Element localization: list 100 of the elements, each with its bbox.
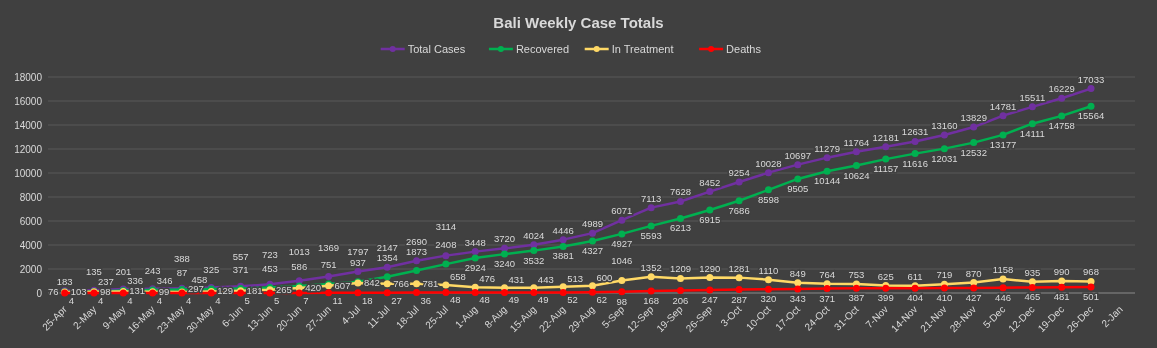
data-label: 1281	[728, 262, 750, 274]
data-label: 2408	[435, 239, 457, 251]
point	[706, 188, 714, 196]
point	[999, 131, 1007, 139]
point	[823, 154, 831, 162]
data-label: 3448	[464, 236, 486, 248]
data-label: 8598	[757, 193, 780, 205]
point	[676, 214, 684, 222]
point	[735, 286, 743, 294]
data-label: 13177	[989, 138, 1017, 150]
data-label: 4927	[611, 237, 633, 249]
point	[471, 254, 479, 262]
point	[354, 267, 362, 275]
point	[882, 155, 890, 163]
data-label: 336	[127, 274, 144, 286]
data-label: 4327	[581, 245, 604, 257]
data-label: 1046	[611, 255, 633, 267]
point	[794, 175, 802, 183]
data-label: 658	[449, 271, 466, 283]
point	[383, 280, 391, 288]
data-label: 10697	[784, 149, 811, 161]
data-label: 320	[760, 293, 777, 305]
point	[501, 250, 509, 258]
point	[1058, 283, 1066, 291]
point	[764, 276, 772, 284]
point	[764, 169, 772, 177]
point	[940, 145, 948, 153]
point	[735, 178, 743, 186]
data-label: 15511	[1019, 91, 1046, 103]
data-label: 131	[129, 285, 146, 297]
data-label: 766	[393, 277, 410, 289]
data-label: 4446	[552, 224, 574, 236]
point	[940, 131, 948, 139]
point	[413, 280, 421, 288]
data-label: 6213	[669, 222, 692, 234]
legend-label: In Treatment	[611, 43, 674, 55]
point	[442, 288, 450, 296]
data-label: 265	[275, 283, 292, 295]
data-label: 7	[303, 294, 309, 306]
data-label: 723	[262, 249, 278, 261]
data-label: 3240	[493, 258, 516, 270]
point	[530, 247, 538, 255]
data-label: 103	[70, 285, 87, 297]
data-label: 9254	[728, 166, 750, 178]
point	[970, 284, 978, 292]
point	[501, 288, 509, 296]
point	[383, 289, 391, 297]
data-label: 937	[349, 256, 366, 268]
point	[589, 288, 596, 296]
point	[999, 112, 1007, 120]
data-label: 1354	[376, 251, 398, 263]
data-label: 49	[537, 294, 549, 306]
point	[735, 197, 743, 205]
point	[940, 284, 948, 292]
data-label: 625	[877, 270, 894, 282]
data-label: 6071	[611, 205, 633, 217]
data-label: 2690	[405, 235, 428, 247]
data-label: 12631	[901, 126, 929, 138]
data-label: 17033	[1077, 73, 1105, 85]
point	[999, 275, 1007, 283]
point	[530, 288, 538, 296]
data-label: 12181	[872, 131, 899, 143]
data-label: 10028	[755, 157, 782, 169]
data-label: 371	[232, 263, 249, 275]
data-label: 247	[701, 294, 718, 306]
data-label: 387	[848, 292, 865, 304]
point	[325, 273, 333, 281]
data-label: 11764	[843, 136, 870, 148]
point	[559, 242, 567, 250]
data-label: 243	[144, 265, 161, 277]
y-tick-label: 8000	[19, 191, 43, 203]
point	[589, 237, 596, 245]
point	[442, 281, 450, 289]
point	[295, 289, 303, 297]
data-label: 168	[643, 294, 660, 306]
data-label: 201	[115, 265, 132, 277]
data-label: 346	[156, 274, 173, 286]
data-label: 11616	[902, 157, 928, 169]
data-label: 501	[1083, 290, 1099, 302]
point	[647, 222, 655, 230]
data-label: 3720	[493, 233, 516, 245]
data-label: 11	[332, 294, 343, 306]
point	[1058, 94, 1066, 102]
point	[1087, 283, 1095, 291]
point	[764, 186, 772, 194]
data-label: 52	[567, 294, 578, 306]
point	[618, 230, 626, 238]
data-label: 129	[217, 285, 234, 297]
data-label: 98	[99, 285, 111, 297]
data-label: 420	[305, 281, 322, 293]
data-label: 990	[1053, 266, 1070, 278]
data-label: 3881	[552, 250, 574, 262]
data-label: 388	[174, 253, 190, 265]
data-label: 10144	[813, 175, 841, 187]
data-label: 465	[1024, 291, 1041, 303]
data-label: 6915	[699, 214, 721, 226]
y-tick-label: 2000	[19, 263, 43, 275]
data-label: 1290	[699, 262, 721, 274]
data-label: 11157	[873, 163, 899, 175]
data-label: 16229	[1048, 83, 1075, 95]
